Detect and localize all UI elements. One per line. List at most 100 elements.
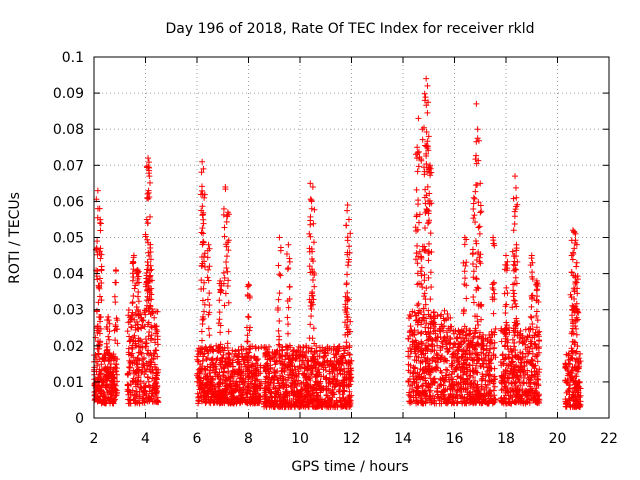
data-point — [130, 354, 137, 361]
data-point — [153, 369, 160, 376]
data-point — [343, 281, 350, 288]
data-point — [112, 266, 119, 273]
data-point — [126, 357, 133, 364]
data-point — [473, 100, 480, 107]
data-point — [570, 249, 577, 256]
data-point — [225, 299, 232, 306]
data-point — [97, 314, 104, 321]
data-point — [126, 363, 133, 370]
data-point — [276, 317, 283, 324]
data-point — [247, 343, 254, 350]
data-point — [96, 371, 103, 378]
data-point — [346, 243, 353, 250]
data-point — [250, 385, 257, 392]
data-point — [206, 332, 213, 339]
data-point — [106, 396, 113, 403]
data-point — [206, 302, 213, 309]
data-point — [224, 239, 231, 246]
data-point — [197, 361, 204, 368]
data-point — [136, 357, 143, 364]
data-point — [428, 283, 435, 290]
data-point — [221, 302, 228, 309]
data-point — [501, 290, 508, 297]
data-point — [200, 388, 207, 395]
data-point — [129, 299, 136, 306]
x-tick-label: 12 — [343, 431, 361, 447]
data-point — [106, 356, 113, 363]
data-point — [147, 248, 154, 255]
data-point — [145, 155, 152, 162]
data-point — [208, 381, 215, 388]
data-point — [418, 264, 425, 271]
data-point — [217, 329, 224, 336]
data-point — [208, 393, 215, 400]
data-point — [104, 316, 111, 323]
data-point — [275, 262, 282, 269]
y-tick-label: 0.03 — [53, 303, 84, 319]
data-point — [238, 363, 245, 370]
data-point — [126, 338, 133, 345]
data-point — [148, 310, 155, 317]
data-point — [422, 224, 429, 231]
data-point — [200, 253, 207, 260]
data-point — [214, 393, 221, 400]
data-point — [110, 399, 117, 406]
data-point — [154, 353, 161, 360]
data-point — [110, 357, 117, 364]
data-point — [207, 373, 214, 380]
data-point — [242, 394, 249, 401]
data-point — [227, 360, 234, 367]
x-tick-label: 22 — [600, 431, 618, 447]
data-point — [300, 344, 307, 351]
data-point — [427, 296, 434, 303]
data-point — [414, 168, 421, 175]
data-point — [246, 368, 253, 375]
data-point — [238, 346, 245, 353]
data-point — [114, 340, 121, 347]
data-point — [199, 351, 206, 358]
data-point — [226, 351, 233, 358]
data-point — [511, 258, 518, 265]
data-point — [221, 224, 228, 231]
data-point — [111, 374, 118, 381]
data-point — [218, 365, 225, 372]
y-tick-label: 0.01 — [53, 375, 84, 391]
data-point — [101, 355, 108, 362]
data-point — [309, 288, 316, 295]
data-point — [142, 283, 149, 290]
data-point — [133, 369, 140, 376]
data-point — [107, 360, 114, 367]
data-point — [463, 259, 470, 266]
data-point — [152, 339, 159, 346]
data-point — [205, 350, 212, 357]
data-point — [147, 256, 154, 263]
data-point — [95, 299, 102, 306]
data-point — [113, 315, 120, 322]
data-point — [94, 267, 101, 274]
data-point — [420, 314, 427, 321]
data-point — [97, 325, 104, 332]
data-point — [213, 342, 220, 349]
data-point — [125, 370, 132, 377]
data-point — [143, 270, 150, 277]
data-point — [144, 258, 151, 265]
data-point — [491, 383, 498, 390]
data-point — [276, 290, 283, 297]
data-point — [307, 233, 314, 240]
data-point — [236, 387, 243, 394]
data-point — [106, 336, 113, 343]
data-point — [130, 266, 137, 273]
data-point — [225, 277, 232, 284]
data-point — [129, 258, 136, 265]
data-point — [463, 295, 470, 302]
data-point — [96, 330, 103, 337]
chart-title: Day 196 of 2018, Rate Of TEC Index for r… — [165, 21, 534, 37]
data-point — [206, 263, 213, 270]
data-point — [422, 186, 429, 193]
data-point — [222, 380, 229, 387]
data-point — [96, 248, 103, 255]
data-point — [229, 347, 236, 354]
data-point — [427, 269, 434, 276]
data-point — [125, 306, 132, 313]
